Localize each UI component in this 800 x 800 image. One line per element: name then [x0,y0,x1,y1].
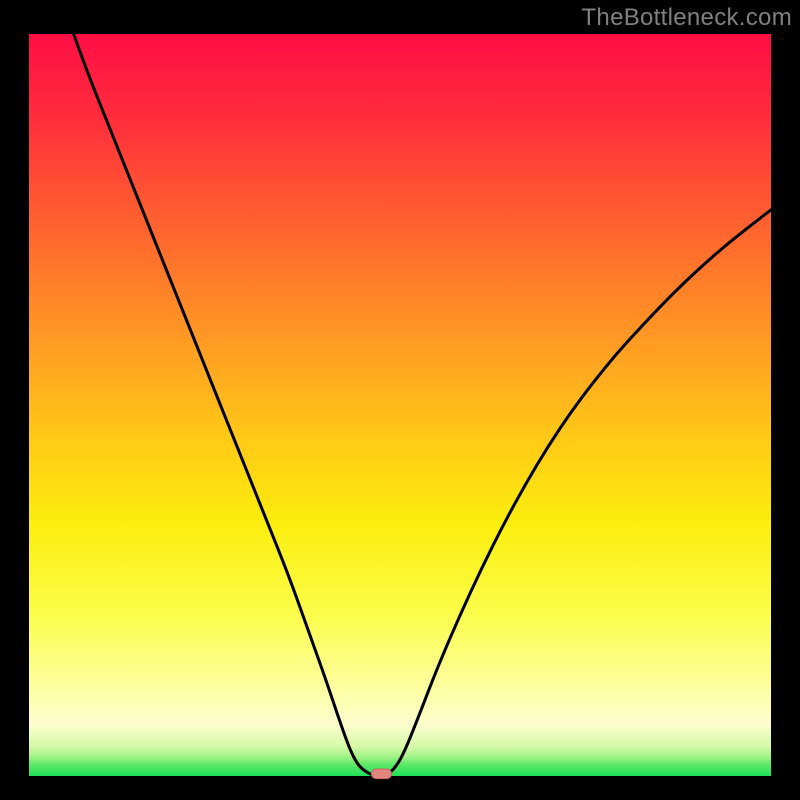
watermark-text: TheBottleneck.com [581,4,792,32]
bottleneck-curve-chart [0,0,800,800]
chart-plot-background [29,34,771,776]
minimum-marker [371,769,391,779]
chart-container: { "watermark": { "text": "TheBottleneck.… [0,0,800,800]
